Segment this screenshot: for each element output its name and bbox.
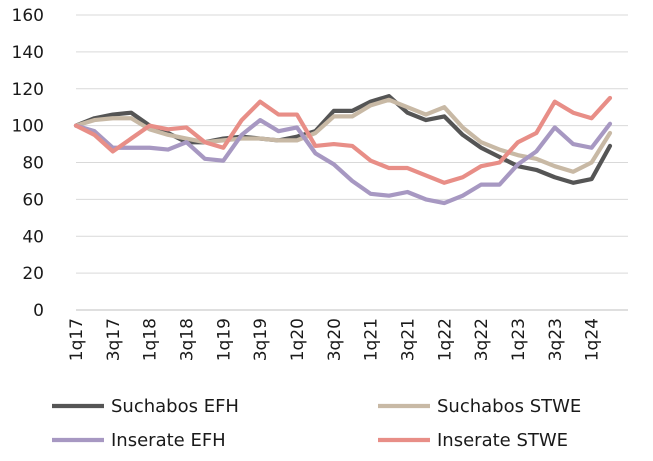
y-tick-label: 80 — [22, 154, 44, 174]
y-tick-label: 160 — [12, 6, 44, 26]
x-tick-label: 1q19 — [214, 318, 234, 361]
series-line-inserate-efh — [73, 117, 613, 206]
x-tick-label: 3q22 — [472, 318, 492, 361]
y-tick-label: 140 — [12, 43, 44, 63]
x-axis-tick-labels: 1q17 3q17 1q18 3q18 1q19 3q19 1q20 3q20 1q21 3q21… — [67, 318, 603, 361]
series-lines — [73, 94, 613, 206]
x-tick-label: 3q18 — [177, 318, 197, 361]
series-line-inserate-stwe — [73, 95, 613, 185]
y-tick-label: 60 — [22, 190, 44, 210]
x-tick-label: 3q20 — [325, 318, 345, 361]
x-tick-label: 1q22 — [435, 318, 455, 361]
x-tick-label: 1q24 — [583, 318, 603, 361]
y-tick-label: 120 — [12, 80, 44, 100]
y-tick-label: 100 — [12, 117, 44, 137]
x-tick-label: 1q20 — [288, 318, 308, 361]
x-tick-label: 3q19 — [251, 318, 271, 361]
legend-label: Suchabos STWE — [437, 396, 581, 417]
x-tick-label: 3q17 — [104, 318, 124, 361]
x-tick-label: 3q21 — [398, 318, 418, 361]
x-tick-label: 1q21 — [362, 318, 382, 361]
y-tick-label: 20 — [22, 264, 44, 284]
gridlines — [76, 14, 628, 311]
x-tick-label: 1q18 — [141, 318, 161, 361]
y-axis-tick-labels: 0 20 40 60 80 100 120 140 160 — [12, 6, 44, 321]
series-line-suchabos-stwe — [73, 97, 613, 174]
x-tick-label: 1q17 — [67, 318, 87, 361]
x-tick-label: 1q23 — [509, 318, 529, 361]
legend: Suchabos EFH Suchabos STWE Inserate EFH Ins… — [52, 396, 581, 451]
legend-label: Inserate EFH — [111, 430, 226, 451]
y-tick-label: 40 — [22, 227, 44, 247]
legend-label: Suchabos EFH — [111, 396, 239, 417]
legend-label: Inserate STWE — [437, 430, 568, 451]
x-tick-label: 3q23 — [546, 318, 566, 361]
series-line-suchabos-efh — [73, 94, 613, 185]
y-tick-label: 0 — [33, 301, 44, 321]
